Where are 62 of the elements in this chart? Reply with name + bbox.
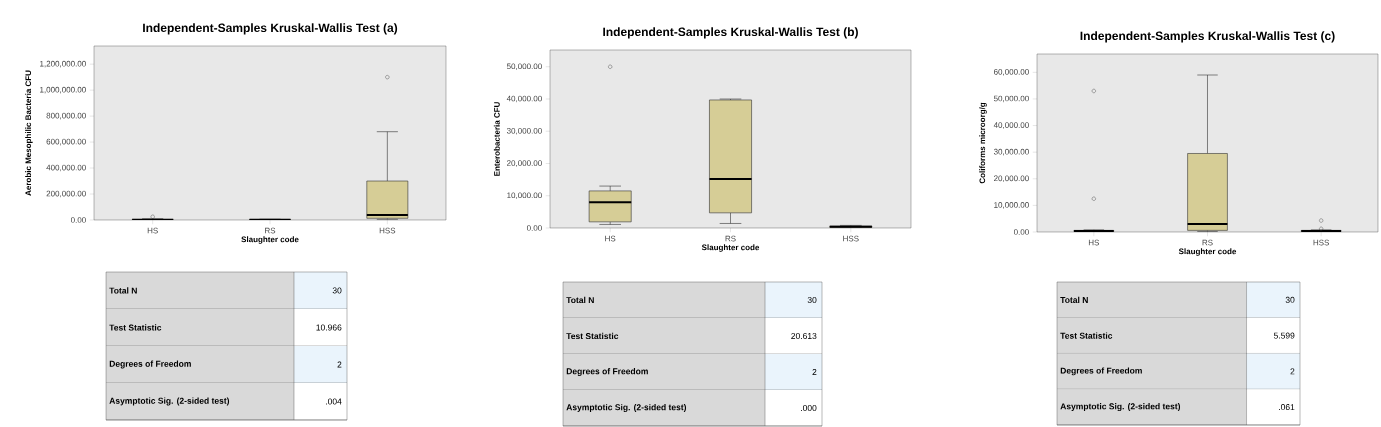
text: 10.966 — [316, 324, 342, 331]
text: 30 — [807, 296, 817, 303]
y-tick-label: 400,000.00 — [46, 164, 86, 172]
text: Total N — [1060, 296, 1088, 303]
y-axis-title: Coliforms microorg/g — [979, 102, 987, 184]
text: 5.599 — [1273, 332, 1295, 339]
y-tick-label: 30,000.00 — [506, 127, 542, 135]
text: 2 — [812, 369, 817, 375]
text: .000 — [801, 404, 817, 411]
x-tick-label: HSS — [379, 227, 396, 234]
x-tick-label: RS — [1202, 239, 1213, 246]
y-tick-label: 10,000.00 — [994, 202, 1029, 209]
text: Total N — [109, 287, 137, 294]
y-tick-label: 1,200,000.00 — [40, 60, 86, 68]
text: Test Statistic — [1060, 332, 1113, 339]
y-tick-label: 30,000.00 — [993, 148, 1029, 156]
y-tick-label: 40,000.00 — [506, 95, 542, 103]
chart-title: Independent-Samples Kruskal-Wallis Test (a) — [143, 23, 398, 35]
text: 30 — [332, 287, 342, 294]
text: 2 — [1290, 368, 1295, 375]
y-tick-label: 0.00 — [70, 217, 86, 223]
text: 30 — [1285, 296, 1295, 303]
y-tick-label: 10,000.00 — [507, 192, 542, 200]
chart-title: Independent-Samples Kruskal-Wallis Test (b) — [603, 27, 858, 39]
text: .004 — [326, 398, 342, 405]
x-tick-label: RS — [265, 227, 276, 234]
text: Degrees of Freedom — [566, 368, 648, 376]
x-axis-title: Slaughter code — [701, 244, 760, 252]
text: .061 — [1279, 404, 1295, 411]
text: 2 — [337, 361, 342, 368]
text: Total N — [566, 296, 594, 304]
y-axis-title: Aerobic Mesophilic Bacteria CFU — [25, 70, 33, 196]
y-tick-label: 600,000.00 — [46, 138, 86, 146]
y-tick-label: 50,000.00 — [993, 95, 1029, 103]
y-tick-label: 0.00 — [526, 225, 542, 231]
x-tick-label: HSS — [843, 235, 859, 242]
text: Asymptotic Sig. (2-sided test) — [1060, 403, 1181, 412]
x-axis-title: Slaughter code — [241, 236, 299, 244]
x-axis-title: Slaughter code — [1178, 248, 1237, 256]
y-tick-label: 40,000.00 — [993, 122, 1029, 129]
text: Degrees of Freedom — [109, 360, 191, 369]
text: 20.613 — [791, 332, 817, 339]
x-tick-label: HSS — [1313, 239, 1330, 246]
x-tick-label: RS — [725, 235, 736, 242]
y-tick-label: 0.00 — [1013, 229, 1029, 235]
text: Degrees of Freedom — [1060, 367, 1142, 376]
text: Asymptotic Sig. (2-sided test) — [566, 404, 687, 412]
y-tick-label: 20,000.00 — [994, 175, 1029, 183]
text: Test Statistic — [566, 332, 619, 340]
text: Test Statistic — [109, 324, 162, 331]
y-tick-label: 50,000.00 — [506, 63, 542, 71]
y-tick-label: 20,000.00 — [507, 160, 542, 167]
x-tick-label: HS — [147, 227, 158, 234]
y-tick-label: 1,000,000.00 — [40, 86, 86, 94]
y-tick-label: 800,000.00 — [46, 112, 86, 120]
y-tick-label: 60,000.00 — [994, 69, 1029, 76]
chart-title: Independent-Samples Kruskal-Wallis Test (c) — [1080, 31, 1335, 43]
x-tick-label: HS — [1088, 239, 1100, 246]
text: Asymptotic Sig. (2-sided test) — [109, 397, 230, 406]
y-tick-label: 200,000.00 — [46, 190, 86, 198]
x-tick-label: HS — [605, 235, 616, 242]
y-axis-title: Enterobacteria CFU — [493, 102, 500, 176]
